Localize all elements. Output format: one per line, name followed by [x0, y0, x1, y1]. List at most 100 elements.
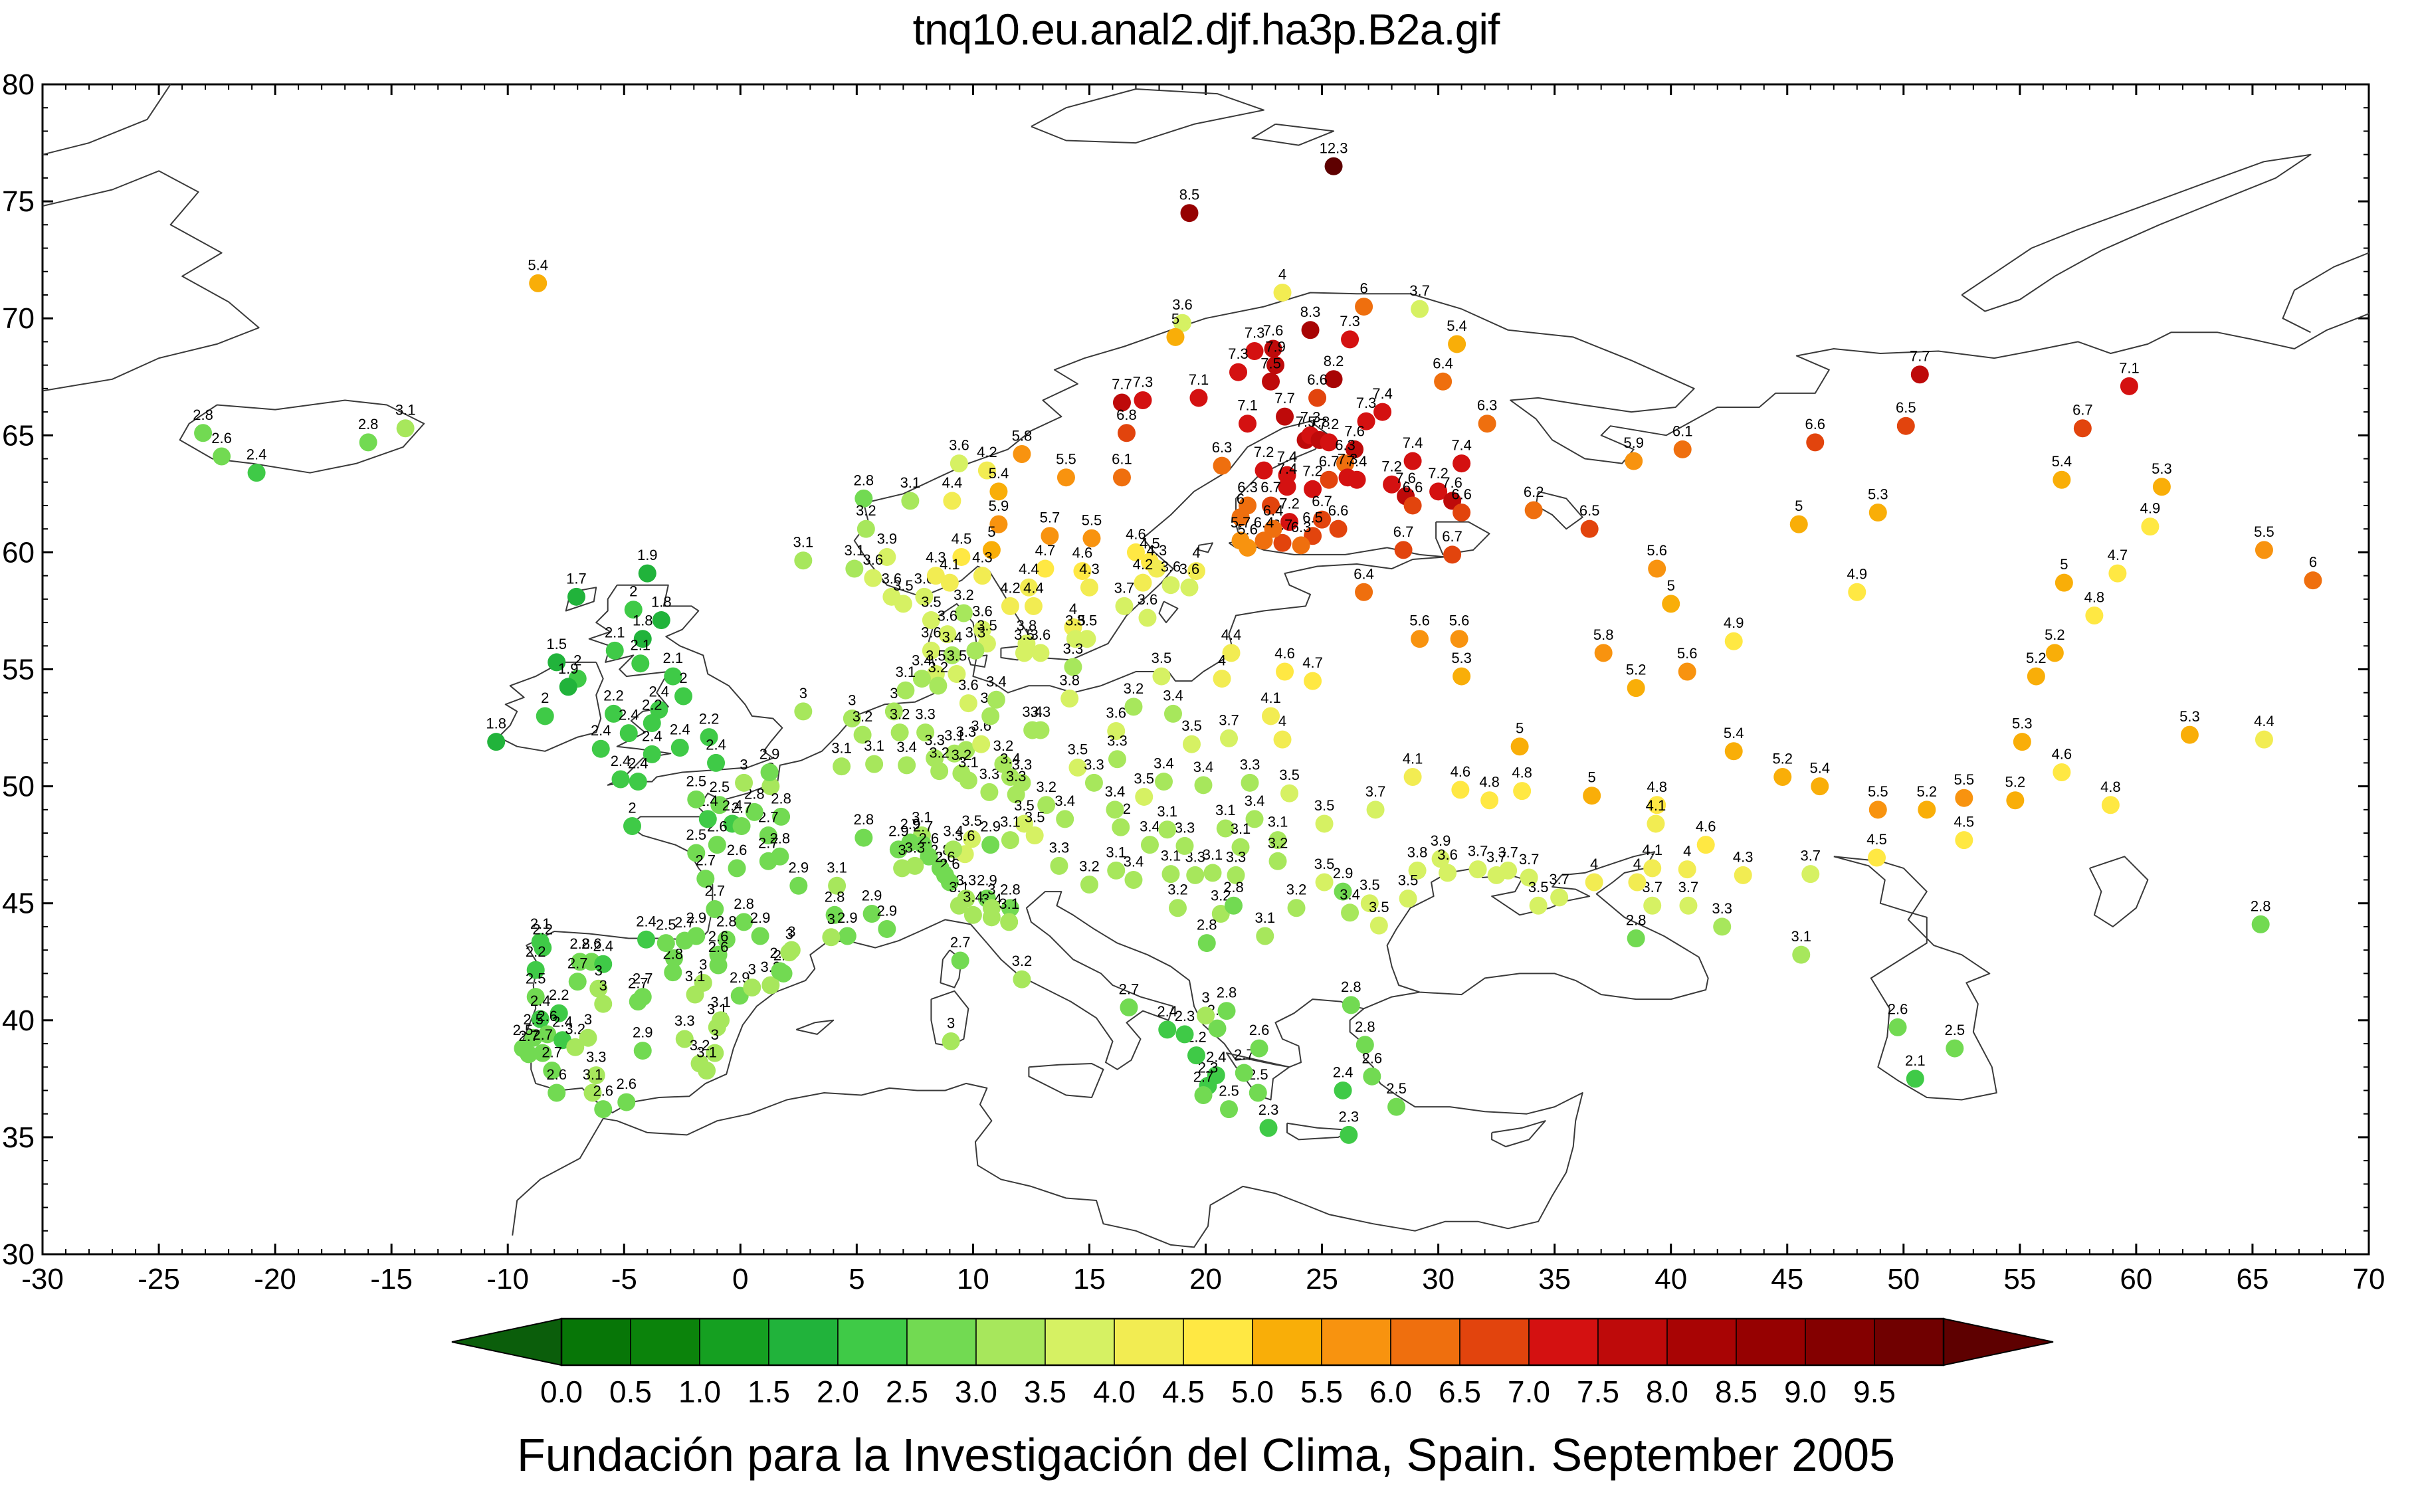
station-dot — [1643, 859, 1662, 878]
station-dot — [916, 723, 935, 742]
station-dot — [982, 899, 1001, 917]
station-value-label: 3.4 — [1245, 793, 1265, 809]
station-dot — [1259, 1119, 1278, 1137]
y-tick-label: 30 — [2, 1238, 35, 1271]
station-value-label: 2.4 — [706, 736, 726, 753]
station-value-label: 3.5 — [921, 594, 942, 611]
station-dot — [1068, 758, 1087, 777]
station-value-label: 4.6 — [2052, 745, 2072, 762]
station-value-label: 3.1 — [793, 534, 814, 551]
station-value-label: 2.4 — [611, 753, 631, 769]
station-value-label: 2.8 — [825, 888, 845, 905]
station-dot — [1383, 475, 1401, 494]
station-value-label: 5 — [1171, 310, 1179, 327]
station-dot — [1262, 707, 1280, 725]
station-dot — [1625, 452, 1643, 470]
x-tick-label: 10 — [957, 1263, 989, 1295]
station-dot — [1084, 773, 1103, 792]
station-value-label: 2.8 — [854, 472, 874, 488]
station-dot — [896, 681, 915, 700]
station-dot — [1342, 996, 1360, 1014]
station-value-label: 3.3 — [1084, 756, 1104, 773]
station-dot — [1187, 1046, 1205, 1065]
station-value-label: 3.1 — [831, 740, 852, 757]
station-dot — [1180, 204, 1199, 223]
station-dot — [1175, 1025, 1194, 1044]
station-value-label: 3.2 — [952, 747, 972, 763]
station-value-label: 2.1 — [530, 915, 551, 932]
station-dot — [1227, 866, 1245, 884]
station-value-label: 3 — [748, 961, 756, 977]
station-dot — [1583, 787, 1601, 805]
station-dot — [1161, 576, 1180, 595]
station-dot — [2006, 791, 2025, 810]
station-value-label: 5.9 — [989, 498, 1009, 514]
station-value-label: 4.4 — [1221, 626, 1242, 643]
station-value-label: 2.4 — [1157, 1003, 1177, 1020]
station-value-label: 4.8 — [2100, 779, 2121, 795]
station-value-label: 8.2 — [1324, 353, 1344, 369]
station-dot — [1292, 536, 1310, 555]
station-value-label: 6.7 — [1442, 528, 1462, 545]
station-dot — [1031, 721, 1050, 739]
station-dot — [1168, 899, 1187, 917]
x-tick-label: -20 — [254, 1263, 296, 1295]
station-value-label: 2.5 — [513, 1022, 534, 1038]
station-value-label: 2.8 — [771, 790, 791, 806]
station-dot — [1120, 998, 1138, 1016]
station-value-label: 3.1 — [958, 754, 979, 771]
station-dot — [759, 826, 777, 845]
station-value-label: 2.9 — [877, 902, 898, 919]
station-value-label: 4.2 — [977, 444, 997, 460]
station-value-label: 3.7 — [1219, 711, 1239, 728]
station-dot — [987, 690, 1005, 709]
station-value-label: 2.6 — [1888, 1000, 1908, 1017]
station-dot — [619, 724, 638, 743]
station-dot — [707, 753, 726, 772]
colorbar-label: 3.5 — [1024, 1374, 1066, 1409]
station-dot — [901, 492, 920, 510]
station-value-label: 3.1 — [912, 809, 932, 826]
station-dot — [643, 714, 661, 733]
station-dot — [1499, 861, 1518, 880]
station-dot — [2255, 541, 2273, 559]
station-value-label: 3.2 — [1167, 882, 1188, 898]
station-dot — [920, 847, 938, 866]
station-value-label: 3.1 — [1215, 802, 1236, 818]
station-dot — [1268, 852, 1287, 870]
station-dot — [1134, 573, 1152, 592]
station-value-label: 3.4 — [912, 652, 932, 669]
station-value-label: 3.1 — [1157, 803, 1177, 820]
station-value-label: 7.2 — [1254, 444, 1274, 460]
station-dot — [1910, 365, 1929, 384]
station-value-label: 6.5 — [1579, 502, 1600, 519]
station-dot — [1173, 314, 1191, 332]
station-dot — [1513, 782, 1532, 801]
station-dot — [936, 866, 954, 884]
station-dot — [1134, 391, 1152, 409]
station-value-label: 6.4 — [1263, 502, 1284, 519]
station-dot — [1216, 819, 1235, 838]
station-dot — [957, 890, 975, 908]
station-value-label: 6.7 — [2072, 402, 2093, 419]
station-dot — [1276, 662, 1294, 681]
station-value-label: 2.1 — [630, 637, 651, 654]
station-dot — [952, 547, 971, 566]
station-dot — [591, 739, 610, 758]
station-value-label: 2.8 — [854, 811, 874, 828]
station-value-label: 4.1 — [1403, 751, 1423, 767]
station-value-label: 4.5 — [1140, 535, 1160, 551]
coastline — [521, 292, 1462, 1113]
colorbar-label: 9.0 — [1784, 1374, 1827, 1409]
station-dot — [1056, 468, 1075, 487]
station-dot — [922, 611, 940, 630]
station-value-label: 3.7 — [1498, 844, 1518, 860]
station-value-label: 2.8 — [734, 896, 754, 912]
station-dot — [594, 994, 613, 1013]
station-dot — [1186, 866, 1205, 884]
station-value-label: 2.4 — [591, 722, 611, 739]
station-value-label: 2.4 — [619, 707, 639, 723]
station-value-label: 4 — [1192, 545, 1200, 561]
station-value-label: 3.1 — [845, 542, 865, 559]
